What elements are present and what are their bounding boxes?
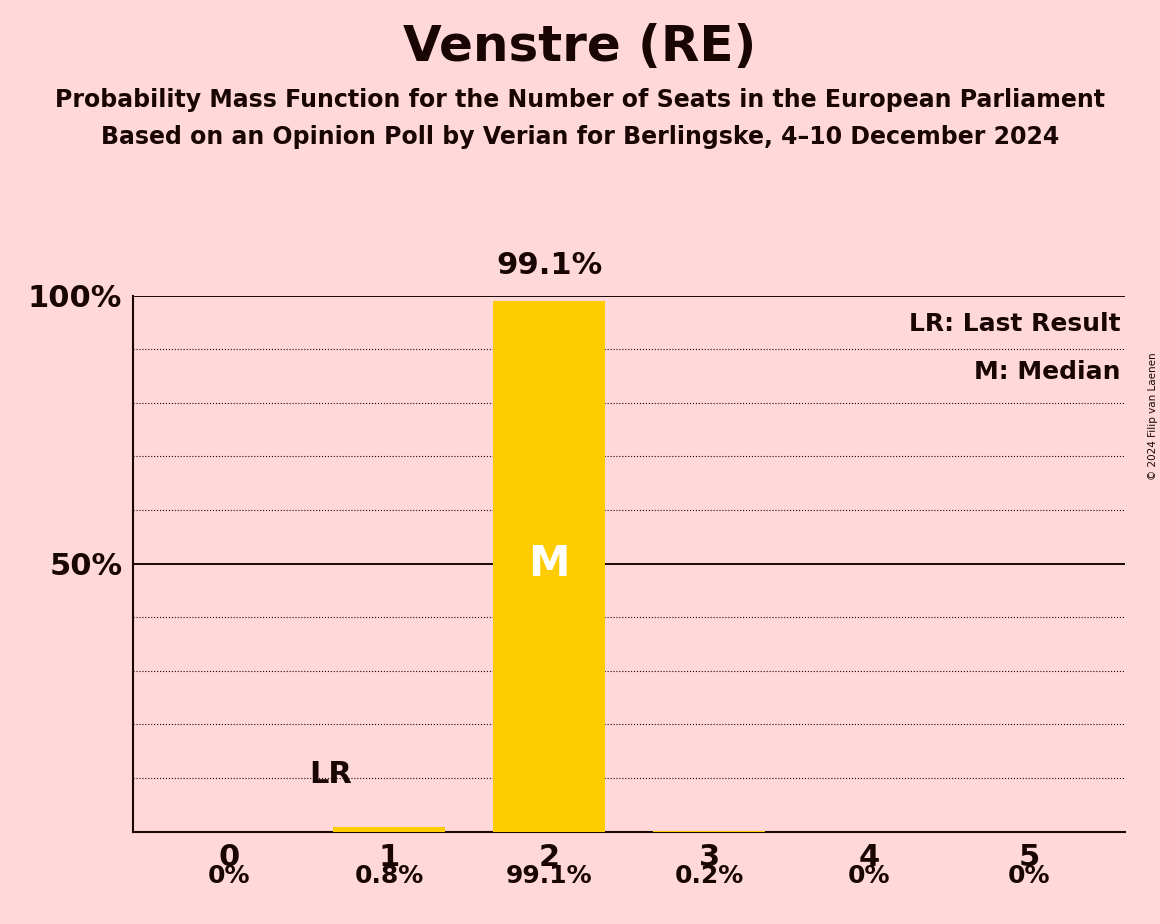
Text: M: M bbox=[529, 542, 570, 585]
Bar bbox=[493, 300, 606, 832]
Text: Probability Mass Function for the Number of Seats in the European Parliament: Probability Mass Function for the Number… bbox=[55, 88, 1105, 112]
Text: 99.1%: 99.1% bbox=[496, 250, 602, 280]
Text: Based on an Opinion Poll by Verian for Berlingske, 4–10 December 2024: Based on an Opinion Poll by Verian for B… bbox=[101, 125, 1059, 149]
Text: 0%: 0% bbox=[208, 864, 251, 888]
Bar bbox=[333, 827, 445, 832]
Text: © 2024 Filip van Laenen: © 2024 Filip van Laenen bbox=[1147, 352, 1158, 480]
Bar bbox=[653, 831, 766, 832]
Text: 0.8%: 0.8% bbox=[355, 864, 423, 888]
Text: Venstre (RE): Venstre (RE) bbox=[404, 23, 756, 71]
Text: 0%: 0% bbox=[1008, 864, 1051, 888]
Text: 0.2%: 0.2% bbox=[675, 864, 744, 888]
Text: 0%: 0% bbox=[848, 864, 891, 888]
Text: 99.1%: 99.1% bbox=[506, 864, 593, 888]
Text: M: Median: M: Median bbox=[973, 360, 1121, 384]
Text: LR: Last Result: LR: Last Result bbox=[908, 311, 1121, 335]
Text: LR: LR bbox=[310, 760, 353, 789]
